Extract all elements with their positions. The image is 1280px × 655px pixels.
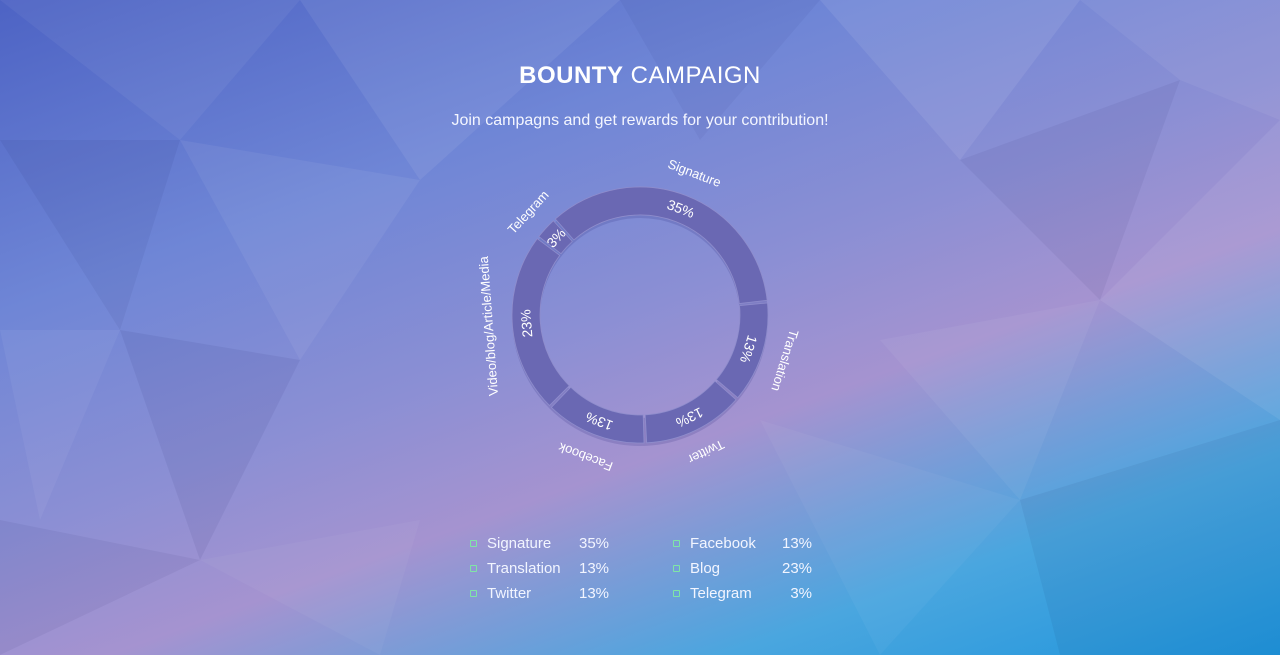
legend-item-translation: Translation 13% xyxy=(470,557,609,579)
slice-signature[interactable] xyxy=(554,186,768,304)
legend-label: Twitter xyxy=(487,584,532,602)
legend-marker-icon xyxy=(470,589,477,597)
legend-label: Facebook xyxy=(690,534,756,552)
slice-label-translation: Translation xyxy=(768,328,801,393)
legend-item-telegram: Telegram 3% xyxy=(673,582,812,604)
legend-value: 13% xyxy=(579,559,610,577)
legend-label: Translation xyxy=(487,559,561,577)
legend-marker-icon xyxy=(673,564,680,572)
legend-label: Blog xyxy=(690,559,721,577)
slice-video-blog-article-media[interactable] xyxy=(511,238,570,407)
legend-item-facebook: Facebook 13% xyxy=(673,532,812,554)
slice-label-video-blog-article-media: Video/blog/Article/Media xyxy=(476,255,501,396)
title-bold: BOUNTY xyxy=(519,62,624,89)
page-title: BOUNTY CAMPAIGN xyxy=(0,62,1280,90)
page-subtitle: Join campagns and get rewards for your c… xyxy=(451,112,829,129)
legend-item-twitter: Twitter 13% xyxy=(470,582,609,604)
legend-marker-icon xyxy=(470,564,477,572)
slice-label-twitter: Twitter xyxy=(685,437,727,467)
legend-label: Telegram xyxy=(690,584,752,602)
slice-facebook[interactable] xyxy=(550,386,645,444)
legend-marker-icon xyxy=(673,589,680,597)
legend-value: 13% xyxy=(782,534,813,552)
slice-label-signature: Signature xyxy=(666,156,723,190)
legend-value: 35% xyxy=(579,534,610,552)
chart-legend: Signature 35% Translation 13% Twitter 13… xyxy=(470,532,830,612)
title-light: CAMPAIGN xyxy=(630,62,761,89)
slice-label-facebook: Facebook xyxy=(556,439,615,474)
slice-value-translation: 13% xyxy=(737,333,761,365)
legend-value: 3% xyxy=(790,584,812,602)
slice-twitter[interactable] xyxy=(644,380,737,444)
legend-item-signature: Signature 35% xyxy=(470,532,609,554)
legend-item-blog: Blog 23% xyxy=(673,557,812,579)
legend-label: Signature xyxy=(487,534,552,552)
legend-value: 13% xyxy=(579,584,610,602)
slice-value-video-blog-article-media: 23% xyxy=(517,309,535,338)
slice-telegram[interactable] xyxy=(538,220,573,255)
legend-marker-icon xyxy=(470,539,477,547)
legend-value: 23% xyxy=(782,559,813,577)
legend-marker-icon xyxy=(673,539,680,547)
slice-translation[interactable] xyxy=(715,302,769,399)
